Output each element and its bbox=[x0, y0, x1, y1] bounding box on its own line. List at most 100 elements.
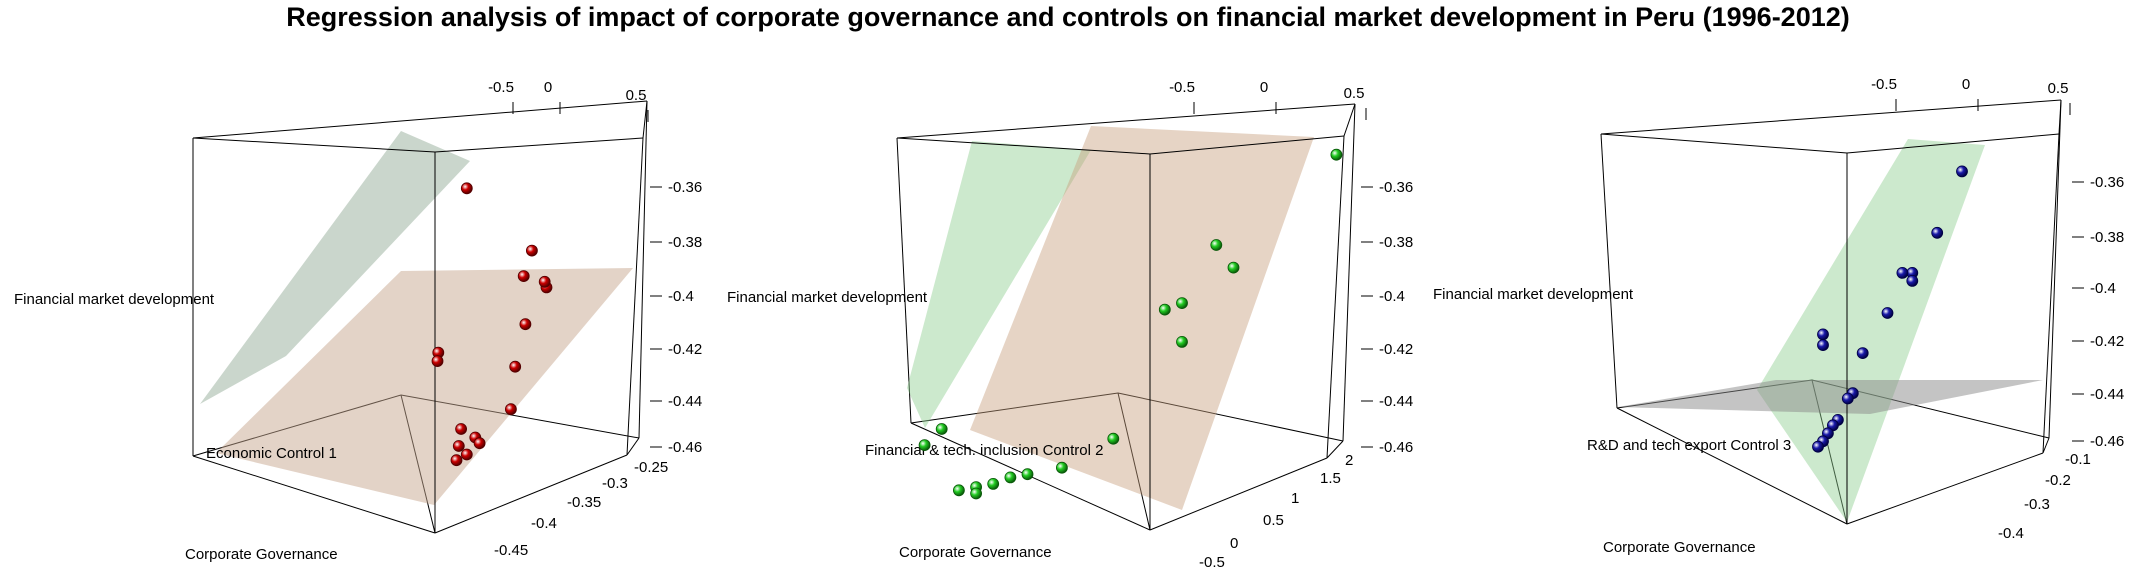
x-axis-label: Corporate Governance bbox=[899, 544, 1052, 561]
data-point bbox=[1906, 274, 1919, 287]
box-edge-back-right bbox=[638, 100, 648, 439]
data-point bbox=[1158, 303, 1171, 316]
box-edge-bottom-left bbox=[1616, 407, 1848, 525]
z-axis-tick-label: -0.36 bbox=[2090, 174, 2124, 191]
box-edge-top-left bbox=[896, 137, 1151, 155]
box-edge-bottom-right bbox=[1326, 440, 1344, 459]
data-point bbox=[935, 423, 948, 435]
data-point bbox=[1176, 335, 1188, 348]
z-axis-tick-label: -0.44 bbox=[1379, 393, 1413, 410]
x-axis-tick-label: -0.4 bbox=[1998, 525, 2024, 542]
z-axis-tick-label: -0.46 bbox=[1379, 439, 1413, 456]
y-axis-label: Economic Control 1 bbox=[206, 445, 337, 462]
box-edge-floor-left bbox=[910, 392, 1119, 424]
regression-plane-2 bbox=[970, 126, 1314, 510]
data-point bbox=[1227, 261, 1240, 274]
data-point bbox=[1881, 307, 1894, 319]
data-point bbox=[1021, 468, 1034, 481]
data-point bbox=[1812, 440, 1824, 453]
box-edge-back-top bbox=[1600, 99, 2062, 135]
data-point bbox=[460, 182, 473, 195]
data-point bbox=[1896, 266, 1909, 279]
z-axis-label: Financial market development bbox=[1433, 286, 1634, 303]
z-axis-tick-label: -0.36 bbox=[668, 179, 702, 196]
data-point bbox=[450, 454, 463, 467]
data-point bbox=[538, 275, 551, 288]
box-edge-bottom-front bbox=[1149, 457, 1328, 531]
top-axis-tick-label: 0.5 bbox=[2048, 80, 2069, 97]
z-axis-tick-label: -0.42 bbox=[1379, 341, 1413, 358]
data-point bbox=[970, 487, 982, 500]
data-point bbox=[1210, 239, 1223, 251]
x-axis-tick-label: 0 bbox=[1230, 535, 1238, 552]
regression-plane-2 bbox=[1618, 380, 2043, 414]
top-axis-tick-label: 0.5 bbox=[626, 87, 647, 104]
regression-plane-1 bbox=[200, 131, 470, 404]
z-axis-label: Financial market development bbox=[14, 291, 215, 308]
scatter3d-panel-2: -0.5 0 0.5 -0.36 -0.38 -0.4 -0.42 -0.44 -0.46 21.… bbox=[727, 79, 1413, 571]
x-axis-tick-label: 1 bbox=[1291, 490, 1299, 507]
data-point bbox=[473, 437, 486, 450]
data-point bbox=[455, 423, 468, 435]
box-edge-bottom-right bbox=[2042, 437, 2050, 454]
x-axis-tick-label: -0.1 bbox=[2065, 451, 2091, 468]
box-edge-top-right bbox=[642, 100, 648, 139]
box-edge-back-left bbox=[896, 137, 912, 424]
box-edge-top-front bbox=[434, 137, 644, 153]
x-axis-tick-label: -0.3 bbox=[602, 475, 628, 492]
box-edge-top-front bbox=[1149, 135, 1345, 155]
x-axis-tick-label: 0.5 bbox=[1263, 512, 1284, 529]
data-point bbox=[460, 448, 473, 461]
data-point bbox=[1841, 392, 1854, 405]
top-axis-tick-label: -0.5 bbox=[1169, 79, 1195, 96]
data-point bbox=[1931, 226, 1944, 239]
data-point bbox=[1330, 148, 1343, 161]
box-edge-front-right bbox=[626, 137, 644, 456]
x-axis-tick-label: -0.25 bbox=[634, 459, 668, 476]
x-axis-tick-label: -0.4 bbox=[531, 515, 557, 532]
x-axis-tick-label: -0.45 bbox=[494, 542, 528, 559]
data-point bbox=[1817, 328, 1829, 341]
z-axis-tick-label: -0.4 bbox=[1379, 288, 1405, 305]
x-axis-tick-label: -0.3 bbox=[2024, 496, 2050, 513]
box-edge-top-front bbox=[1846, 133, 2060, 154]
z-axis-tick-label: -0.46 bbox=[2090, 433, 2124, 450]
top-axis-tick-label: -0.5 bbox=[488, 79, 514, 96]
data-point bbox=[517, 270, 530, 283]
data-point bbox=[1004, 471, 1017, 484]
x-axis-tick-label: 1.5 bbox=[1320, 470, 1341, 487]
data-point bbox=[1856, 347, 1869, 360]
top-axis-tick-label: 0 bbox=[1962, 76, 1970, 93]
z-axis-tick-label: -0.44 bbox=[2090, 386, 2124, 403]
box-edge-back-right bbox=[2048, 99, 2062, 439]
top-axis-tick-label: 0 bbox=[544, 79, 552, 96]
z-axis-tick-label: -0.4 bbox=[2090, 280, 2116, 297]
box-edge-top-right bbox=[2058, 99, 2062, 135]
scatter3d-panel-1: -0.5 0 0.5-0.36-0.38-0.4-0.42-0.44-0.46-0.… bbox=[14, 79, 702, 563]
z-axis-tick-label: -0.42 bbox=[2090, 333, 2124, 350]
data-point bbox=[431, 355, 444, 368]
box-edge-bottom-right bbox=[626, 437, 640, 456]
regression-plane-1 bbox=[907, 141, 1091, 428]
x-axis-tick-label: -0.2 bbox=[2045, 472, 2071, 489]
z-axis-tick-label: -0.46 bbox=[668, 439, 702, 456]
z-axis-tick-label: -0.38 bbox=[1379, 234, 1413, 251]
data-point bbox=[953, 484, 965, 497]
y-axis-label: R&D and tech export Control 3 bbox=[1587, 437, 1791, 454]
box-edge-bottom-front bbox=[434, 454, 628, 534]
regression-plane-1 bbox=[1757, 139, 1985, 522]
data-point bbox=[526, 244, 538, 257]
data-point bbox=[1817, 339, 1829, 352]
z-axis-tick-label: -0.44 bbox=[668, 393, 702, 410]
box-edge-top-left bbox=[192, 137, 436, 153]
z-axis-tick-label: -0.42 bbox=[668, 341, 702, 358]
z-axis-tick-label: -0.36 bbox=[1379, 179, 1413, 196]
z-axis-tick-label: -0.38 bbox=[2090, 229, 2124, 246]
box-edge-floor-back bbox=[1117, 392, 1344, 442]
top-axis-tick-label: 0 bbox=[1260, 79, 1268, 96]
box-edge-top-right bbox=[1343, 103, 1356, 137]
data-point bbox=[519, 318, 532, 331]
box-edge-back-top bbox=[192, 100, 648, 139]
data-point bbox=[452, 440, 465, 452]
